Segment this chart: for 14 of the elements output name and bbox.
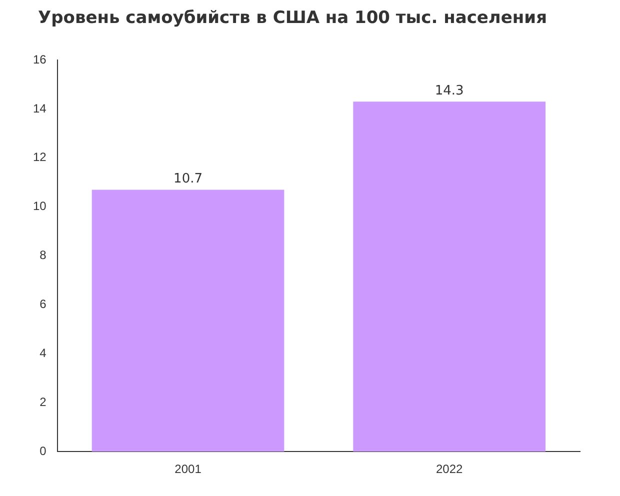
x-tick-label: 2022 bbox=[436, 462, 464, 476]
y-tick-label: 0 bbox=[40, 444, 47, 458]
y-tick-label: 6 bbox=[40, 297, 47, 312]
data-label: 10.7 bbox=[174, 172, 202, 187]
chart-title: Уровень самоубийств в США на 100 тыс. населения bbox=[38, 8, 547, 28]
y-tick-label: 10 bbox=[32, 199, 47, 214]
y-tick-label: 16 bbox=[32, 52, 47, 66]
y-tick-label: 12 bbox=[32, 150, 47, 164]
y-tick-label: 14 bbox=[32, 101, 47, 116]
y-tick-label: 2 bbox=[40, 394, 47, 409]
y-tick-label: 4 bbox=[40, 346, 47, 360]
data-label: 14.3 bbox=[434, 83, 464, 98]
x-tick-label: 2001 bbox=[174, 462, 202, 476]
y-tick-label: 8 bbox=[40, 248, 47, 262]
